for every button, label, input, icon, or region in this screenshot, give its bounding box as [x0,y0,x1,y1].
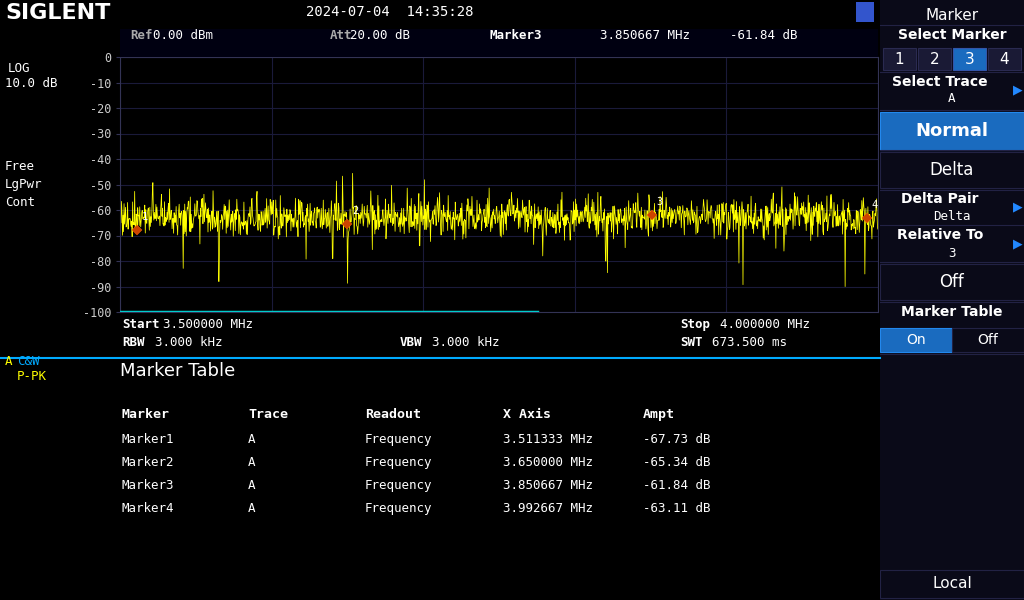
Text: -61.84 dB: -61.84 dB [730,29,798,42]
Text: 2024-07-04  14:35:28: 2024-07-04 14:35:28 [306,5,474,19]
Text: Select Marker: Select Marker [898,28,1007,42]
Text: 3.650000 MHz: 3.650000 MHz [503,456,593,469]
Text: SWT: SWT [680,336,702,349]
Bar [918,48,951,70]
Text: 3.850667 MHz: 3.850667 MHz [503,479,593,492]
Text: 1: 1 [895,52,904,67]
Text: A: A [5,355,12,368]
Text: Frequency: Frequency [365,479,432,492]
Text: 3.000 kHz: 3.000 kHz [155,336,222,349]
Text: RBW: RBW [122,336,144,349]
Text: Start: Start [122,318,160,331]
Text: Marker Table: Marker Table [901,305,1002,319]
Text: Delta: Delta [933,210,971,223]
Text: -61.84 dB: -61.84 dB [643,479,711,492]
Text: Ref: Ref [130,29,153,42]
Text: Att: Att [330,29,352,42]
Text: 3.850667 MHz: 3.850667 MHz [600,29,690,42]
Text: VBW: VBW [400,336,423,349]
Text: Marker Table: Marker Table [120,362,236,380]
Bar [952,328,1024,352]
Text: LOG: LOG [8,62,31,75]
Text: A: A [948,92,955,105]
Text: 2: 2 [352,206,358,216]
Text: Relative To: Relative To [897,228,983,242]
Text: 3.992667 MHz: 3.992667 MHz [503,502,593,515]
Text: Select Trace: Select Trace [892,75,988,89]
Text: LgPwr: LgPwr [5,178,43,191]
Text: P-PK: P-PK [17,370,47,383]
Text: 10.0 dB: 10.0 dB [5,77,57,90]
Text: 4: 4 [999,52,1010,67]
Text: Off: Off [978,333,998,347]
Text: 3: 3 [948,247,955,260]
Text: Off: Off [940,273,965,291]
Text: Readout: Readout [365,408,421,421]
Text: Frequency: Frequency [365,502,432,515]
Text: Free: Free [5,160,35,173]
Text: Marker3: Marker3 [122,479,174,492]
Text: Marker3: Marker3 [490,29,543,42]
Bar [988,48,1021,70]
Bar [880,264,1024,300]
Text: 3: 3 [965,52,975,67]
Text: 0.00 dBm: 0.00 dBm [153,29,213,42]
Text: C&W: C&W [17,355,40,368]
Bar [880,112,1024,150]
Text: On: On [906,333,926,347]
Bar [880,570,1024,598]
Text: 20.00 dB: 20.00 dB [350,29,410,42]
Text: Marker4: Marker4 [122,502,174,515]
Bar [880,328,952,352]
Text: -67.73 dB: -67.73 dB [643,433,711,446]
Text: Marker2: Marker2 [122,456,174,469]
Text: ▶: ▶ [1013,83,1023,96]
Text: A: A [248,502,256,515]
Text: A: A [248,433,256,446]
Text: Delta Pair: Delta Pair [901,192,979,206]
Bar [883,48,916,70]
Bar [953,48,986,70]
Text: SIGLENT: SIGLENT [5,3,111,23]
Text: 673.500 ms: 673.500 ms [712,336,787,349]
Text: A: A [248,456,256,469]
Text: -63.11 dB: -63.11 dB [643,502,711,515]
Text: Marker: Marker [926,8,979,23]
Text: 4: 4 [871,200,878,210]
Text: Trace: Trace [248,408,288,421]
Text: Frequency: Frequency [365,433,432,446]
Text: Cont: Cont [5,196,35,209]
Text: 4.000000 MHz: 4.000000 MHz [720,318,810,331]
Text: ▶: ▶ [1013,237,1023,250]
Text: 3.000 kHz: 3.000 kHz [432,336,500,349]
Text: Ampt: Ampt [643,408,675,421]
Text: X Axis: X Axis [503,408,551,421]
Text: 3.511333 MHz: 3.511333 MHz [503,433,593,446]
Bar [880,152,1024,188]
Text: 3.500000 MHz: 3.500000 MHz [163,318,253,331]
Text: Delta: Delta [930,161,974,179]
Text: Marker: Marker [122,408,170,421]
Text: Local: Local [932,577,972,592]
Text: 2: 2 [930,52,939,67]
Text: -65.34 dB: -65.34 dB [643,456,711,469]
Text: Marker1: Marker1 [122,433,174,446]
Text: 1: 1 [141,212,148,222]
Text: Normal: Normal [915,122,988,140]
Text: ▶: ▶ [1013,200,1023,213]
Text: A: A [248,479,256,492]
Text: Stop: Stop [680,318,710,331]
Text: Frequency: Frequency [365,456,432,469]
Text: 3: 3 [656,197,663,207]
